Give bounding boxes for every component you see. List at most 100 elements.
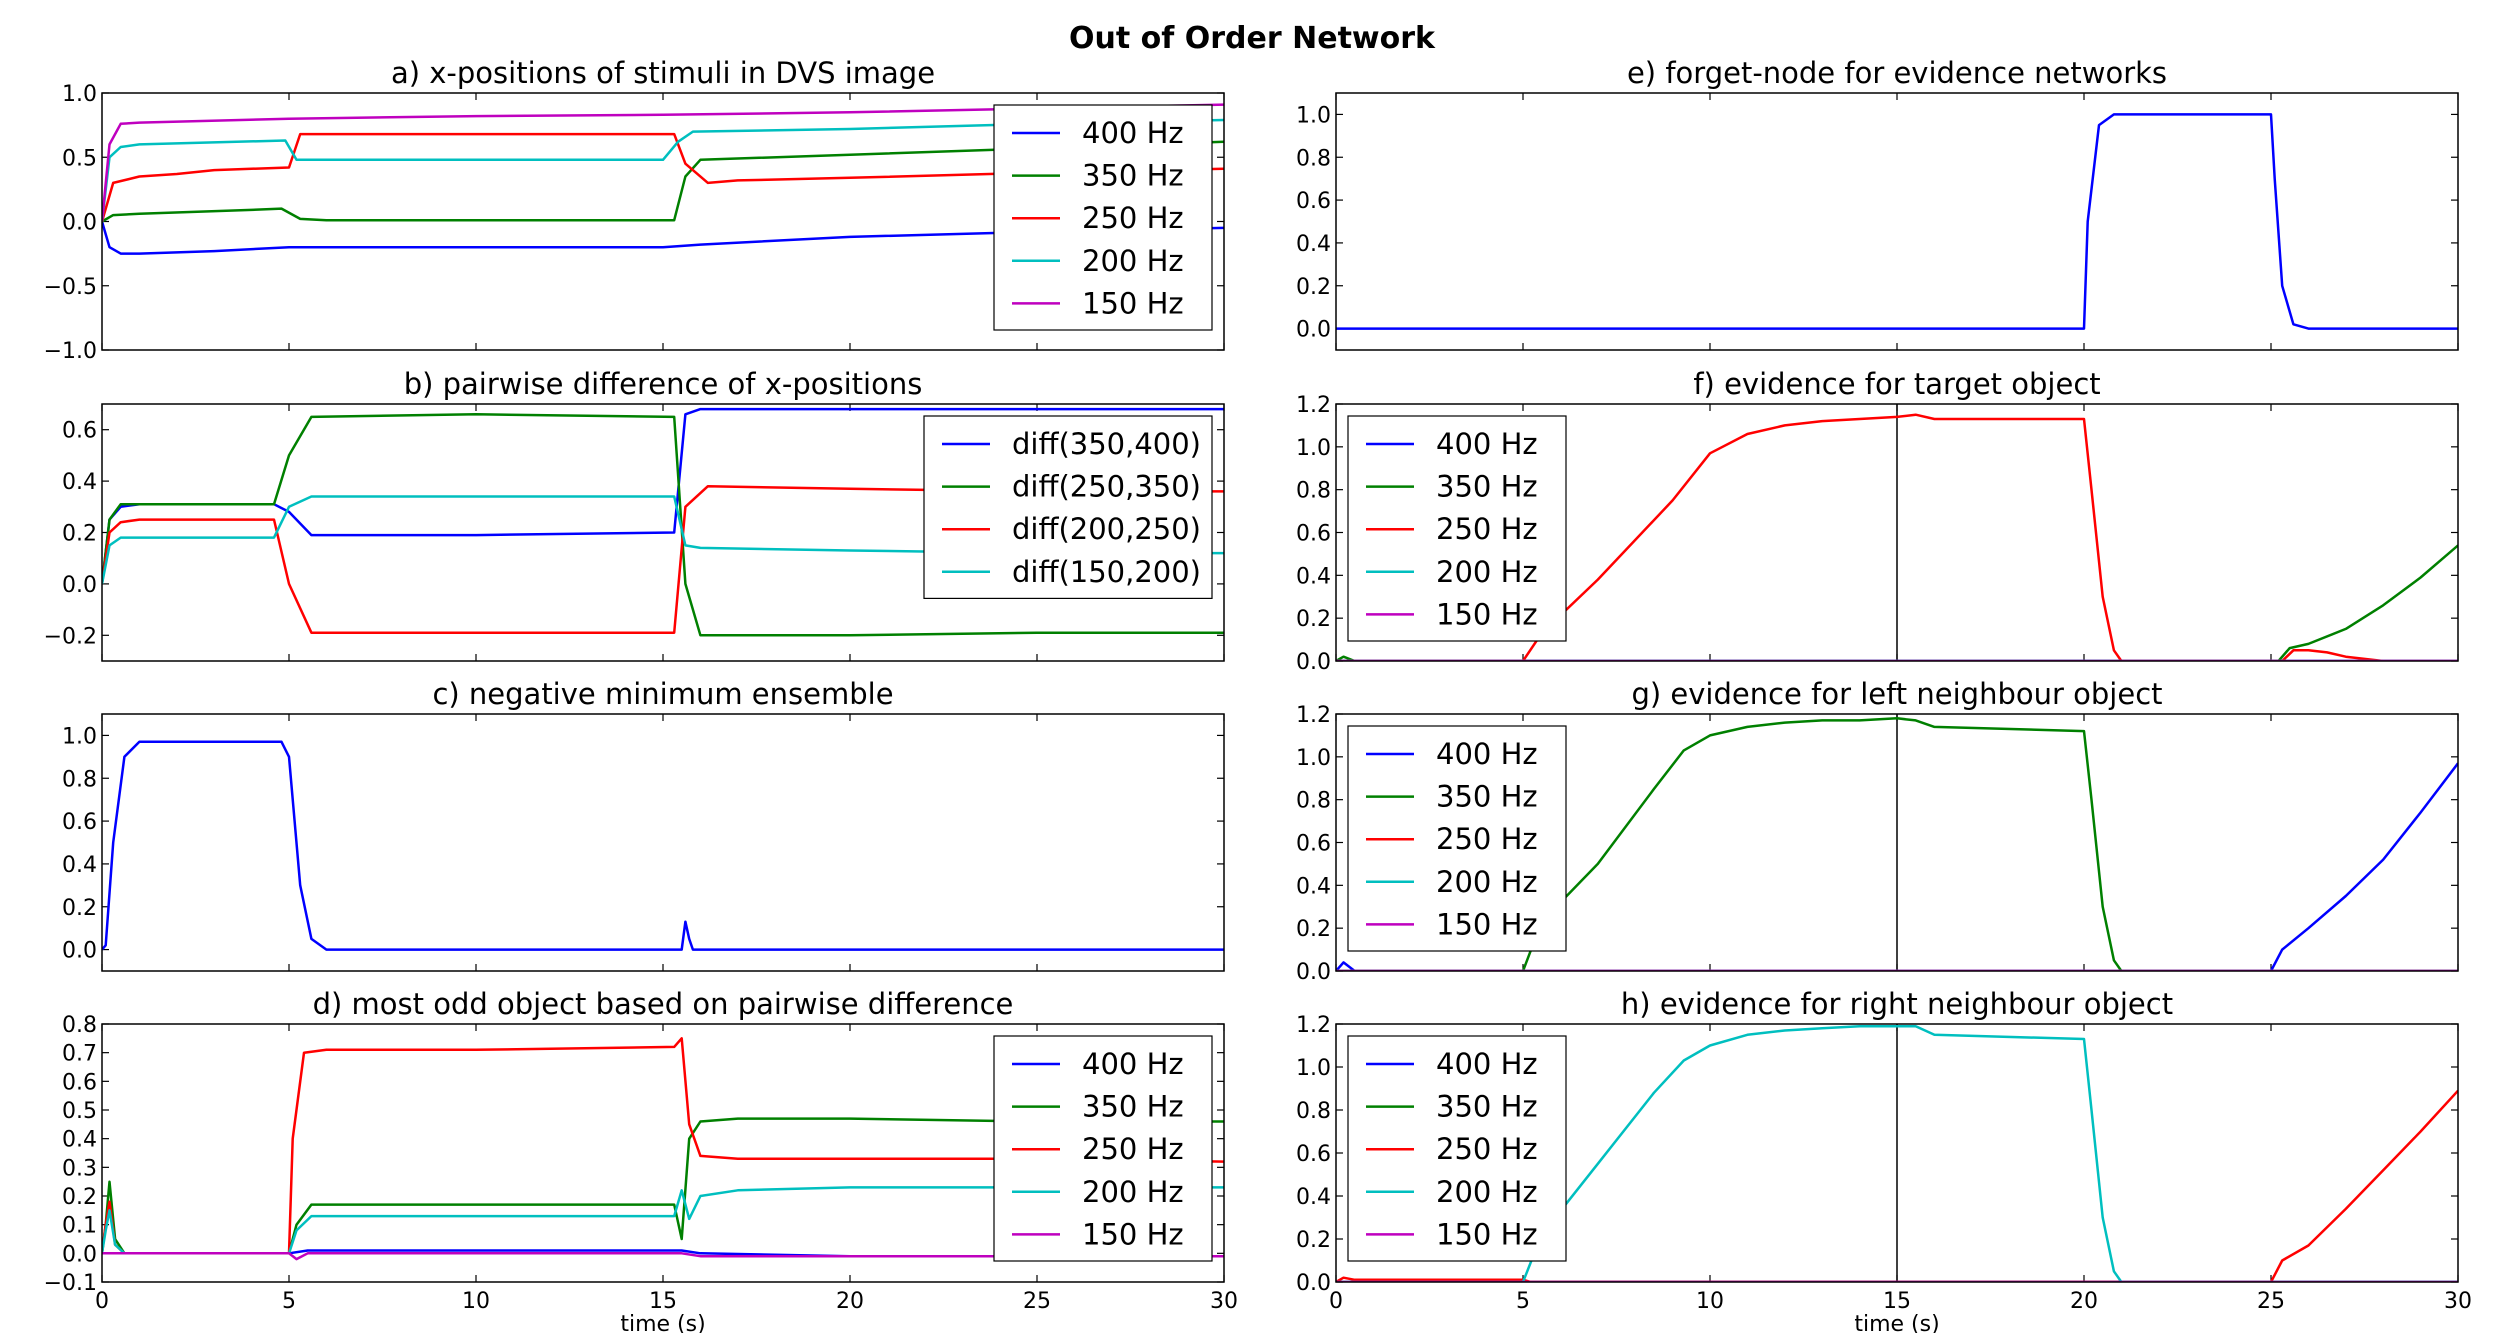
legend: 400 Hz 350 Hz 250 Hz 200 Hz 150 Hz bbox=[1347, 415, 1567, 642]
y-tick-label: 0.8 bbox=[1296, 1099, 1331, 1124]
y-tick-label: 0.4 bbox=[1296, 564, 1331, 589]
legend-label: 400 Hz bbox=[1436, 427, 1538, 461]
legend-label: 200 Hz bbox=[1082, 1175, 1184, 1209]
y-tick-label: −0.5 bbox=[44, 275, 97, 300]
x-tick-label: 10 bbox=[462, 1289, 490, 1314]
legend-label: diff(350,400) bbox=[1012, 427, 1201, 461]
y-tick-label: 0.4 bbox=[62, 1128, 97, 1153]
y-tick-label: 1.0 bbox=[62, 724, 97, 749]
y-tick-label: 0.6 bbox=[1296, 1142, 1331, 1167]
y-tick-label: 1.0 bbox=[1296, 746, 1331, 771]
y-tick-label: 0.4 bbox=[1296, 232, 1331, 257]
panel-title: e) forget-node for evidence networks bbox=[1627, 56, 2167, 90]
series-line-signal bbox=[1336, 113, 2458, 330]
series-group bbox=[102, 407, 1224, 637]
x-tick-label: 5 bbox=[282, 1289, 296, 1314]
y-tick-label: 1.0 bbox=[1296, 436, 1331, 461]
legend-label: 350 Hz bbox=[1436, 470, 1538, 504]
legend-box bbox=[1347, 1035, 1567, 1262]
legend: 400 Hz 350 Hz 250 Hz 200 Hz 150 Hz bbox=[1347, 1035, 1567, 1262]
x-tick-label: 10 bbox=[1696, 1289, 1724, 1314]
y-tick-label: 1.0 bbox=[62, 82, 97, 107]
y-tick-label: 1.2 bbox=[1296, 703, 1331, 728]
axes-frame bbox=[101, 1023, 1225, 1283]
y-tick-label: 0.1 bbox=[62, 1214, 97, 1239]
x-tick-label: 25 bbox=[2257, 1289, 2285, 1314]
y-tick-label: −0.2 bbox=[44, 624, 97, 649]
figure-title: Out of Order Network bbox=[1069, 21, 1436, 56]
legend-label: 350 Hz bbox=[1082, 159, 1184, 193]
y-tick-label: 0.4 bbox=[1296, 874, 1331, 899]
panel-title: h) evidence for right neighbour object bbox=[1621, 987, 2173, 1021]
y-tick-label: 0.2 bbox=[62, 896, 97, 921]
y-tick-label: 1.0 bbox=[1296, 1056, 1331, 1081]
panel-e: e) forget-node for evidence networks 0.0 0… bbox=[1296, 56, 2459, 351]
y-tick-label: 1.2 bbox=[1296, 393, 1331, 418]
axes-frame bbox=[101, 403, 1225, 662]
series-group bbox=[102, 1037, 1224, 1261]
legend-label: 200 Hz bbox=[1436, 865, 1538, 899]
legend-label: 250 Hz bbox=[1436, 1132, 1538, 1166]
legend-label: 400 Hz bbox=[1436, 1047, 1538, 1081]
panel-title: c) negative minimum ensemble bbox=[432, 677, 893, 711]
x-axis-label: time (s) bbox=[620, 1312, 705, 1333]
panel-title: b) pairwise difference of x-positions bbox=[404, 367, 923, 401]
y-tick-label: 1.0 bbox=[1296, 103, 1331, 128]
legend: 400 Hz 350 Hz 250 Hz 200 Hz 150 Hz bbox=[1347, 725, 1567, 952]
series-line-250-hz bbox=[102, 132, 1224, 222]
series-line-diff-150-200- bbox=[102, 495, 1224, 585]
series-line-350-hz bbox=[1336, 717, 2458, 971]
y-tick-label: 0.0 bbox=[1296, 1271, 1331, 1296]
series-group bbox=[1336, 413, 2458, 661]
panel-title: d) most odd object based on pairwise dif… bbox=[313, 987, 1014, 1021]
y-tick-label: 0.4 bbox=[1296, 1185, 1331, 1210]
legend-label: 400 Hz bbox=[1082, 1047, 1184, 1081]
axes-frame bbox=[1335, 1023, 2459, 1283]
series-line-200-hz bbox=[102, 118, 1224, 222]
legend-label: 200 Hz bbox=[1082, 244, 1184, 278]
legend: diff(350,400) diff(250,350) diff(200,250) d… bbox=[923, 415, 1213, 599]
y-tick-label: 0.6 bbox=[62, 1070, 97, 1095]
y-tick-label: 0.8 bbox=[1296, 789, 1331, 814]
x-axis-label: time (s) bbox=[1854, 1312, 1939, 1333]
y-tick-label: 0.4 bbox=[62, 470, 97, 495]
panel-c: c) negative minimum ensemble 0.0 0.2 0.4 0.6… bbox=[62, 677, 1225, 972]
y-tick-label: 0.6 bbox=[62, 419, 97, 444]
legend-label: 150 Hz bbox=[1436, 597, 1538, 631]
series-line-350-hz bbox=[1336, 544, 2458, 661]
panel-title: a) x-positions of stimuli in DVS image bbox=[391, 56, 935, 90]
y-tick-label: 0.5 bbox=[62, 146, 97, 171]
legend-label: diff(250,350) bbox=[1012, 470, 1201, 504]
panel-title: f) evidence for target object bbox=[1693, 367, 2100, 401]
legend-label: 150 Hz bbox=[1436, 907, 1538, 941]
y-tick-label: 0.2 bbox=[1296, 607, 1331, 632]
x-tick-label: 15 bbox=[649, 1289, 677, 1314]
y-tick-label: 0.8 bbox=[62, 767, 97, 792]
x-tick-label: 0 bbox=[1329, 1289, 1343, 1314]
y-tick-label: 0.0 bbox=[62, 939, 97, 964]
legend-label: 250 Hz bbox=[1436, 822, 1538, 856]
y-tick-label: 0.8 bbox=[62, 1013, 97, 1038]
y-tick-label: 0.2 bbox=[62, 522, 97, 547]
y-tick-label: 0.0 bbox=[1296, 318, 1331, 343]
panel-g: g) evidence for left neighbour object 0.0… bbox=[1296, 677, 2459, 985]
x-tick-label: 5 bbox=[1516, 1289, 1530, 1314]
y-tick-label: 0.0 bbox=[62, 573, 97, 598]
x-tick-label: 25 bbox=[1023, 1289, 1051, 1314]
series-line-diff-250-350- bbox=[102, 413, 1224, 637]
legend-label: 250 Hz bbox=[1436, 512, 1538, 546]
x-tick-label: 0 bbox=[95, 1289, 109, 1314]
x-tick-label: 30 bbox=[2444, 1289, 2472, 1314]
y-tick-label: 0.0 bbox=[62, 1242, 97, 1267]
y-tick-label: 0.2 bbox=[1296, 1228, 1331, 1253]
series-line-250-hz bbox=[1336, 1089, 2458, 1282]
panel-h: h) evidence for right neighbour object 0.… bbox=[1296, 987, 2472, 1333]
legend-label: 150 Hz bbox=[1082, 286, 1184, 320]
series-group bbox=[102, 103, 1224, 255]
axes-frame bbox=[1335, 713, 2459, 972]
y-tick-label: 0.0 bbox=[62, 211, 97, 236]
legend-label: 350 Hz bbox=[1436, 780, 1538, 814]
y-tick-label: 0.6 bbox=[1296, 522, 1331, 547]
x-tick-label: 20 bbox=[2070, 1289, 2098, 1314]
x-tick-label: 15 bbox=[1883, 1289, 1911, 1314]
